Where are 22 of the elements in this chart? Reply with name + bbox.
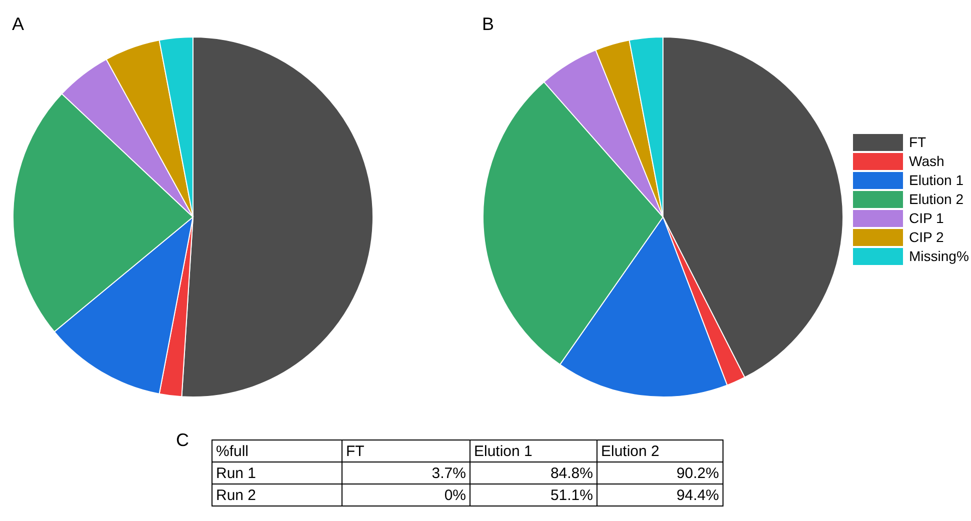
chart-title: B bbox=[482, 14, 494, 34]
category-label: FT bbox=[346, 443, 364, 460]
chart-title: A bbox=[12, 14, 24, 34]
legend-label: Wash bbox=[909, 153, 944, 169]
legend-label: Elution 2 bbox=[909, 191, 964, 207]
legend-label: Elution 1 bbox=[909, 172, 964, 188]
legend-label: CIP 1 bbox=[909, 210, 944, 226]
legend-label: CIP 2 bbox=[909, 229, 944, 245]
legend-label: FT bbox=[909, 134, 927, 150]
category-label: Run 1 bbox=[216, 465, 256, 482]
text: 90.2% bbox=[676, 465, 719, 482]
text: 0% bbox=[444, 487, 466, 504]
text: %full bbox=[216, 443, 249, 460]
text: C bbox=[176, 430, 189, 450]
text: 94.4% bbox=[676, 487, 719, 504]
category-label: Elution 2 bbox=[601, 443, 660, 460]
category-label: Elution 1 bbox=[474, 443, 532, 460]
text: 51.1% bbox=[550, 487, 593, 504]
legend-label: Missing% bbox=[909, 248, 969, 264]
text: 3.7% bbox=[432, 465, 466, 482]
category-label: Run 2 bbox=[216, 487, 256, 504]
text: 84.8% bbox=[550, 465, 593, 482]
